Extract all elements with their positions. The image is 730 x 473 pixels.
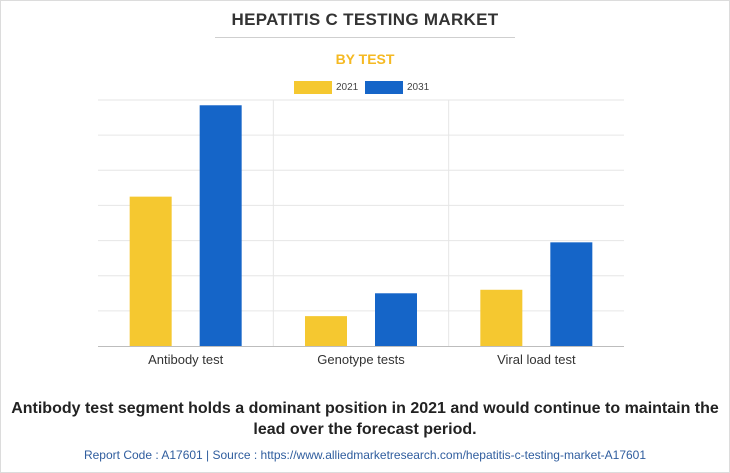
legend-item-2031[interactable]: 2031 xyxy=(365,80,429,94)
title-divider xyxy=(215,37,515,38)
report-source-footer[interactable]: Report Code : A17601 | Source : https://… xyxy=(83,448,647,462)
chart-bars xyxy=(129,105,593,347)
chart-title: HEPATITIS C TESTING MARKET xyxy=(231,10,499,29)
chart-gridlines xyxy=(98,99,624,346)
legend-item-2021[interactable]: 2021 xyxy=(294,80,358,94)
bar-antibody-test-2031[interactable] xyxy=(199,105,242,347)
chart-subtitle: BY TEST xyxy=(335,51,395,67)
bar-viral-load-test-2031[interactable] xyxy=(550,242,593,346)
bar-genotype-tests-2021[interactable] xyxy=(305,316,347,346)
legend-label-2031: 2031 xyxy=(407,81,430,93)
legend-label-2021: 2021 xyxy=(336,81,359,93)
chart-legend: 2021 2031 xyxy=(0,80,730,94)
chart-caption: Antibody test segment holds a dominant p… xyxy=(11,400,719,438)
bar-genotype-tests-2031[interactable] xyxy=(375,293,417,346)
bar-chart: Antibody test Genotype tests Viral load te… xyxy=(98,99,624,367)
chart-axis: Antibody test Genotype tests Viral load te… xyxy=(98,346,624,367)
legend-swatch-2031 xyxy=(365,80,403,94)
bar-antibody-test-2021[interactable] xyxy=(129,196,172,346)
x-tick-label: Genotype tests xyxy=(317,352,405,367)
bar-viral-load-test-2021[interactable] xyxy=(480,289,523,346)
x-tick-label: Antibody test xyxy=(148,352,224,367)
legend-swatch-2021 xyxy=(294,80,332,94)
x-tick-label: Viral load test xyxy=(497,352,576,367)
